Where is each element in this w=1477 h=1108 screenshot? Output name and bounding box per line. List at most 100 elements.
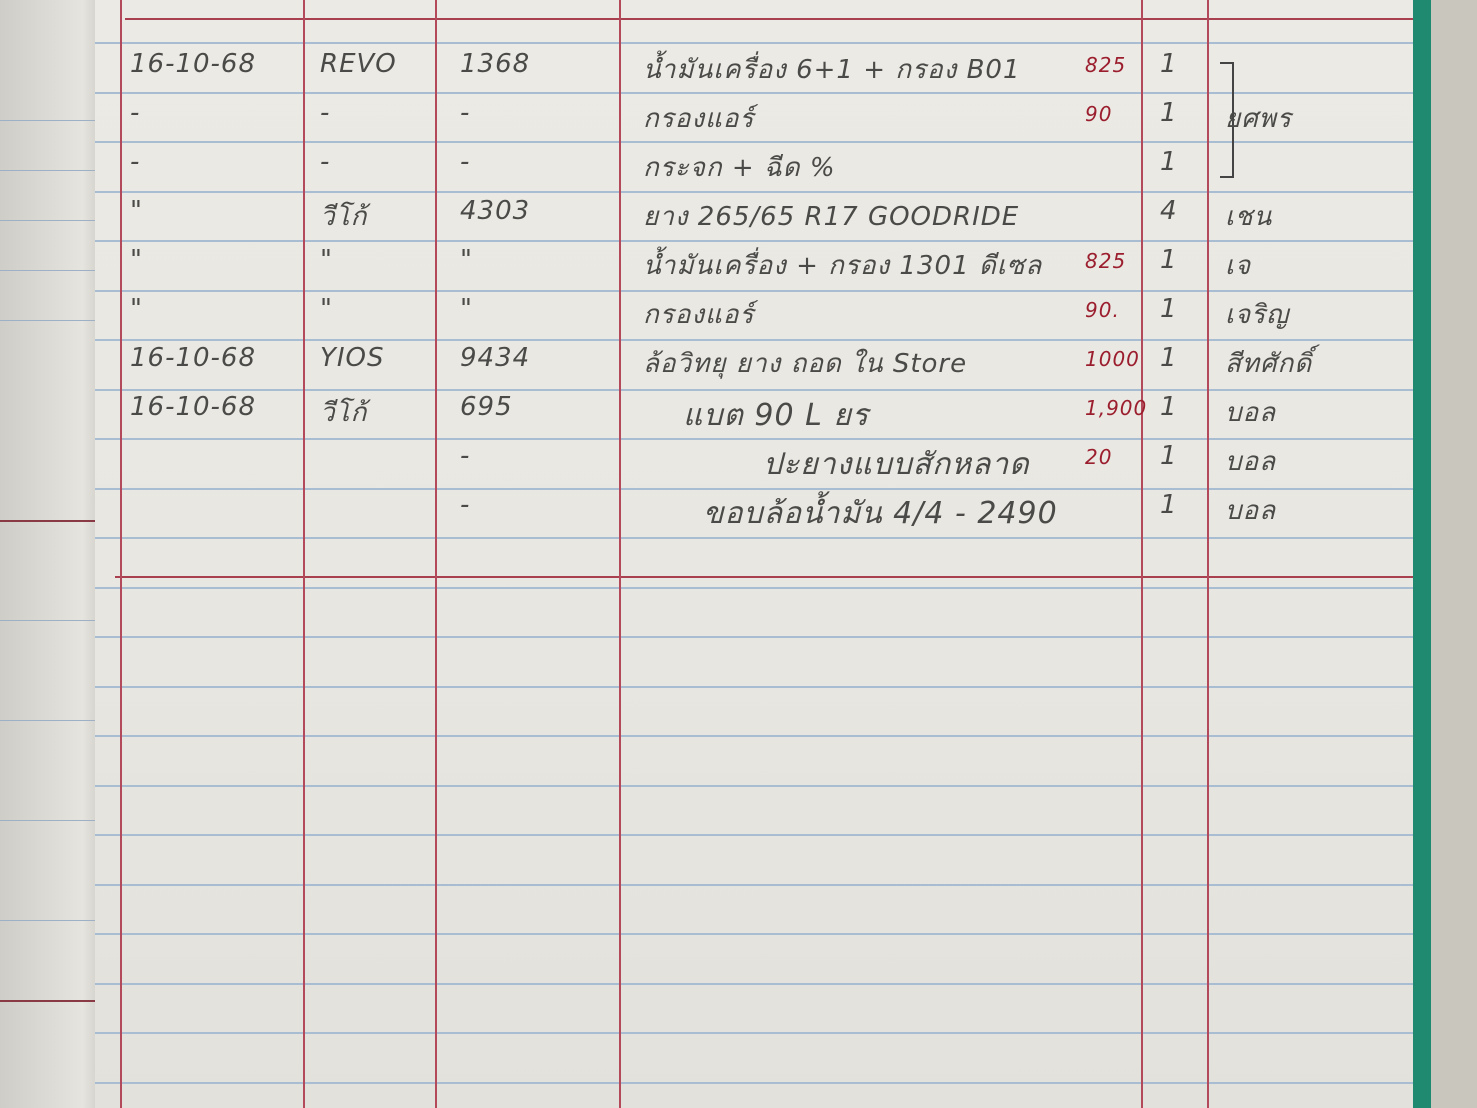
price-cell: 1,900 — [1085, 396, 1148, 420]
binding-edge — [1413, 0, 1431, 1108]
date-cell: " — [130, 196, 143, 226]
staff-cell: บอล — [1225, 398, 1277, 428]
plate-cell: " — [460, 245, 473, 275]
quantity-cell: 1 — [1160, 245, 1178, 275]
plate-cell: - — [460, 441, 471, 471]
item-cell: น้ำมันเครื่อง 6+1 + กรอง B01 — [643, 55, 1021, 85]
date-cell: 16-10-68 — [130, 392, 257, 422]
ruled-line — [95, 290, 1415, 292]
ledger-row: - ปะยางแบบสักหลาด 20 1 บอล — [95, 437, 1415, 485]
ledger-row: " " " กรองแอร์ 90. 1 เจริญ — [95, 290, 1415, 338]
date-cell: " — [130, 294, 143, 324]
item-cell: ปะยางแบบสักหลาด — [763, 447, 1030, 482]
car-model-cell: " — [320, 245, 333, 275]
quantity-cell: 1 — [1160, 147, 1178, 177]
item-cell: กรองแอร์ — [643, 104, 755, 134]
ruled-line — [95, 785, 1415, 787]
column-rule — [120, 0, 122, 1108]
staff-cell: เจ — [1225, 251, 1252, 281]
ledger-row: " วีโก้ 4303 ยาง 265/65 R17 GOODRIDE 4 เชน — [95, 192, 1415, 240]
price-cell: 825 — [1085, 249, 1127, 273]
plate-cell: 695 — [460, 392, 513, 422]
plate-cell: - — [460, 98, 471, 128]
quantity-cell: 1 — [1160, 392, 1178, 422]
car-model-cell: วีโก้ — [320, 202, 368, 232]
ruled-line — [95, 92, 1415, 94]
background-surface — [1431, 0, 1477, 1108]
ruled-line — [95, 735, 1415, 737]
ledger-row: - ขอบล้อน้ำมัน 4/4 - 2490 1 บอล — [95, 486, 1415, 534]
car-model-cell: วีโก้ — [320, 398, 368, 428]
column-rule — [1207, 0, 1209, 1108]
column-rule — [303, 0, 305, 1108]
date-cell: 16-10-68 — [130, 343, 257, 373]
column-rule — [1141, 0, 1143, 1108]
staff-cell: บอล — [1225, 447, 1277, 477]
car-model-cell: REVO — [320, 49, 397, 79]
quantity-cell: 1 — [1160, 49, 1178, 79]
item-cell: ล้อวิทยุ ยาง ถอด ใน Store — [643, 349, 968, 379]
ruled-line — [95, 191, 1415, 193]
plate-cell: 9434 — [460, 343, 531, 373]
ledger-row: 16-10-68 REVO 1368 น้ำมันเครื่อง 6+1 + กรอง… — [95, 45, 1415, 93]
date-cell: " — [130, 245, 143, 275]
staff-cell: เจริญ — [1225, 300, 1290, 330]
column-rule — [435, 0, 437, 1108]
item-cell: น้ำมันเครื่อง + กรอง 1301 ดีเซล — [643, 251, 1043, 281]
item-cell: ยาง 265/65 R17 GOODRIDE — [643, 202, 1020, 232]
item-cell: แบต 90 L ยร — [683, 398, 870, 433]
ledger-row: 16-10-68 วีโก้ 695 แบต 90 L ยร 1,900 1 บอล — [95, 388, 1415, 436]
quantity-cell: 1 — [1160, 294, 1178, 324]
plate-cell: 1368 — [460, 49, 531, 79]
ruled-line — [95, 686, 1415, 688]
staff-cell: เชน — [1225, 202, 1273, 232]
car-model-cell: YIOS — [320, 343, 385, 373]
ledger-row: - - - กระจก + ฉีด % 1 — [95, 143, 1415, 191]
ruled-line — [95, 488, 1415, 490]
quantity-cell: 1 — [1160, 98, 1178, 128]
ruled-line — [95, 240, 1415, 242]
ruled-line — [95, 884, 1415, 886]
staff-cell: บอล — [1225, 496, 1277, 526]
car-model-cell: " — [320, 294, 333, 324]
price-cell: 90. — [1085, 298, 1120, 322]
ledger-row: - - - กรองแอร์ 90 1 ยศพร — [95, 94, 1415, 142]
ruled-line — [95, 389, 1415, 391]
ledger-row: " " " น้ำมันเครื่อง + กรอง 1301 ดีเซล 825 1 เจ — [95, 241, 1415, 289]
car-model-cell: - — [320, 98, 331, 128]
price-cell: 1000 — [1085, 347, 1140, 371]
item-cell: กระจก + ฉีด % — [643, 153, 836, 183]
top-rule — [125, 18, 1415, 20]
plate-cell: 4303 — [460, 196, 531, 226]
staff-cell: ยศพร — [1225, 104, 1292, 134]
quantity-cell: 1 — [1160, 490, 1178, 520]
ruled-line — [95, 933, 1415, 935]
plate-cell: " — [460, 294, 473, 324]
ruled-line — [95, 141, 1415, 143]
ruled-line — [95, 42, 1415, 44]
ruled-line — [95, 1032, 1415, 1034]
plate-cell: - — [460, 490, 471, 520]
date-cell: 16-10-68 — [130, 49, 257, 79]
ruled-line — [95, 537, 1415, 539]
quantity-cell: 4 — [1160, 196, 1178, 226]
price-cell: 90 — [1085, 102, 1113, 126]
plate-cell: - — [460, 147, 471, 177]
quantity-cell: 1 — [1160, 441, 1178, 471]
ruled-line — [95, 834, 1415, 836]
staff-cell: สีทศักดิ์ — [1225, 349, 1313, 379]
date-cell: - — [130, 98, 141, 128]
ruled-line — [95, 983, 1415, 985]
ledger-page: 16-10-68 REVO 1368 น้ำมันเครื่อง 6+1 + กรอง… — [95, 0, 1415, 1108]
quantity-cell: 1 — [1160, 343, 1178, 373]
section-rule — [115, 576, 1415, 578]
grouping-bracket — [1220, 62, 1234, 178]
ledger-row: 16-10-68 YIOS 9434 ล้อวิทยุ ยาง ถอด ใน Stor… — [95, 339, 1415, 387]
ruled-line — [95, 339, 1415, 341]
ruled-line — [95, 1082, 1415, 1084]
date-cell: - — [130, 147, 141, 177]
price-cell: 825 — [1085, 53, 1127, 77]
price-cell: 20 — [1085, 445, 1113, 469]
column-rule — [619, 0, 621, 1108]
item-cell: ขอบล้อน้ำมัน 4/4 - 2490 — [703, 496, 1058, 531]
